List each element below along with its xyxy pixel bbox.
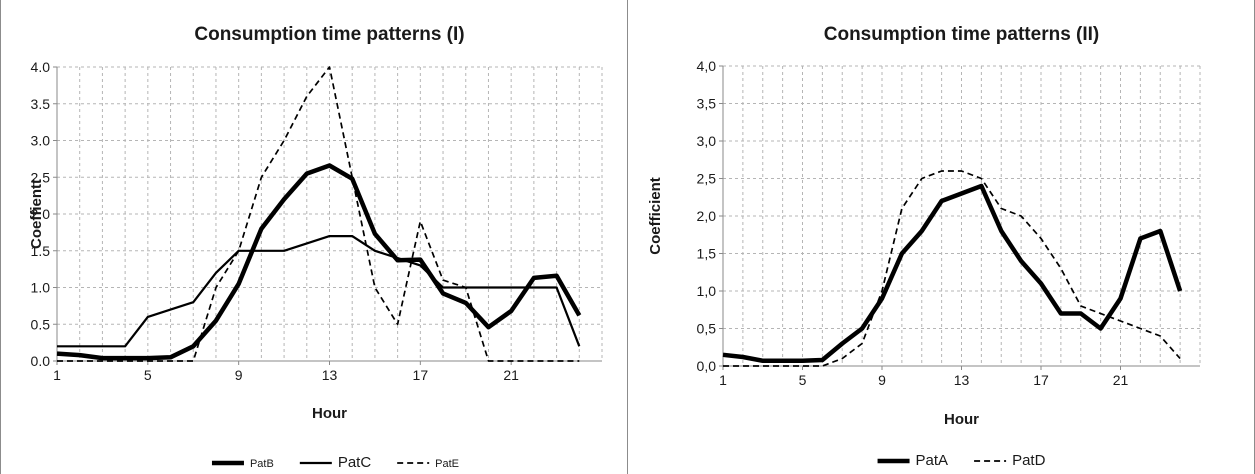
chart1-x-tick-label: 13 <box>954 372 970 388</box>
chart0-series-line-patb <box>56 163 582 361</box>
chart-panel-right: Consumption time patterns (II) 0,0 0,5 1,0 1… <box>627 0 1255 474</box>
chart0-y-tick-label: 1.5 <box>31 243 51 259</box>
chart0-x-tick-label: 9 <box>235 367 243 383</box>
chart1-x-tick-label: 5 <box>799 372 807 388</box>
chart1-x-tick-label: 1 <box>719 372 727 388</box>
chart1-legend-label-pata: PatA <box>916 452 949 469</box>
chart0-x-tick-label: 13 <box>322 367 338 383</box>
chart-panel-left: Consumption time patterns (I) 0.0 0.5 1.0 1.… <box>0 0 628 474</box>
chart1-series-line-patd <box>723 170 1181 367</box>
chart1-y-tick-label: 3,0 <box>697 133 717 149</box>
chart1-y-tick-label: 2,5 <box>697 171 717 187</box>
chart1-y-tick-label: 3,5 <box>697 96 717 112</box>
chart0-legend: PatB PatC PatE <box>211 454 459 471</box>
chart-left-svg: Consumption time patterns (I) 0.0 0.5 1.0 1.… <box>28 24 603 471</box>
chart0-y-axis-title: Coeffientt <box>28 179 45 249</box>
chart0-x-tick-label: 21 <box>503 367 519 383</box>
chart0-y-tick-label: 2.5 <box>31 169 51 185</box>
chart0-x-tick-label: 5 <box>144 367 152 383</box>
chart1-y-tick-label: 1,5 <box>697 246 717 262</box>
chart1-legend-label-patd: PatD <box>1012 452 1046 469</box>
chart0-y-tick-label: 0.5 <box>31 316 51 332</box>
chart1-y-tick-label: 1,0 <box>697 283 717 299</box>
chart1-y-tick-label: 0,5 <box>697 321 717 337</box>
chart0-series-line-patc <box>57 235 581 348</box>
chart1-x-tick-label: 21 <box>1113 372 1129 388</box>
chart1-x-axis-title: Hour <box>944 411 979 428</box>
chart1-y-axis-title: Coefficient <box>647 177 664 255</box>
chart0-y-tick-label: 3.5 <box>31 96 51 112</box>
chart1-x-tick-label: 17 <box>1033 372 1049 388</box>
chart0-title: Consumption time patterns (I) <box>194 24 464 45</box>
chart1-y-tick-label: 2,0 <box>697 208 717 224</box>
chart0-legend-label-patc: PatC <box>338 454 372 471</box>
chart1-x-tick-label: 9 <box>878 372 886 388</box>
chart0-series-line-pate <box>57 66 580 362</box>
chart0-x-tick-label: 1 <box>53 367 61 383</box>
chart0-y-tick-label: 3.0 <box>31 133 51 149</box>
chart0-legend-label-pate: PatE <box>435 458 459 470</box>
chart0-y-tick-label: 1.0 <box>31 280 51 296</box>
chart1-y-tick-label: 0,0 <box>697 358 717 374</box>
chart0-y-tick-label: 4.0 <box>31 59 51 75</box>
chart-right-svg: Consumption time patterns (II) 0,0 0,5 1,0 1… <box>647 24 1201 469</box>
chart0-legend-label-patb: PatB <box>250 458 274 470</box>
chart0-y-tick-label: 0.0 <box>31 353 51 369</box>
chart1-series-line-pata <box>722 183 1183 364</box>
chart0-y-tick-label: 2.0 <box>31 206 51 222</box>
chart1-y-tick-label: 4,0 <box>697 58 717 74</box>
chart0-x-tick-label: 17 <box>413 367 429 383</box>
chart1-legend: PatA PatD <box>877 452 1046 469</box>
chart1-title: Consumption time patterns (II) <box>824 24 1100 45</box>
chart0-x-axis-title: Hour <box>312 405 347 422</box>
